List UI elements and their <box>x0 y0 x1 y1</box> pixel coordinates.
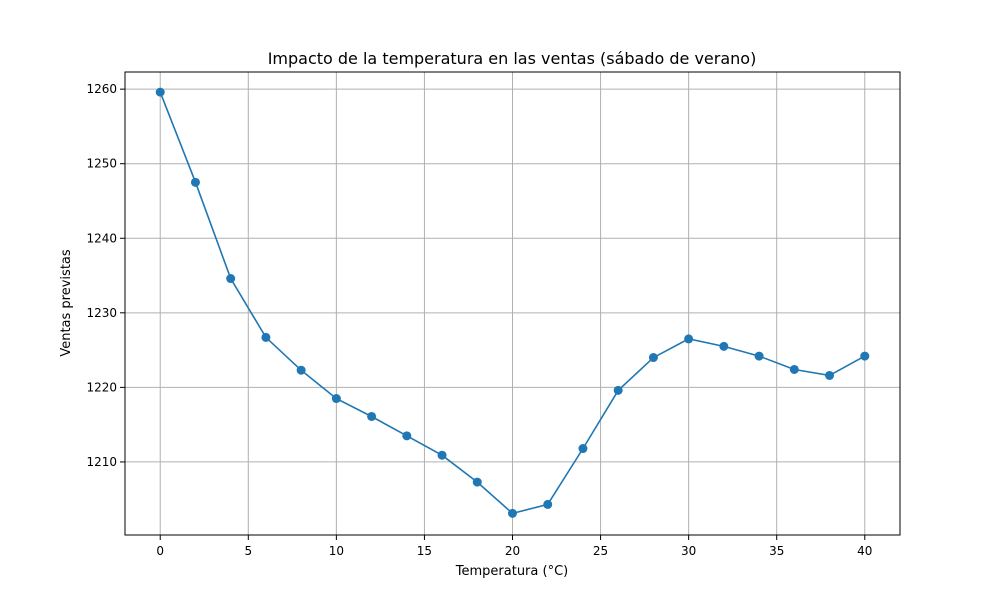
chart-title: Impacto de la temperatura en las ventas … <box>268 49 757 68</box>
y-axis-label: Ventas previstas <box>59 249 74 357</box>
data-point <box>578 444 588 454</box>
data-point <box>754 351 764 361</box>
y-tick-label: 1250 <box>86 157 117 171</box>
x-tick-label: 0 <box>156 544 164 558</box>
y-axis-ticks: 1210 1220 1230 1240 1250 1260 <box>86 82 125 469</box>
x-tick-label: 35 <box>769 544 784 558</box>
x-tick-label: 10 <box>329 544 344 558</box>
x-tick-label: 25 <box>593 544 608 558</box>
data-point <box>402 431 412 441</box>
data-point <box>472 477 482 487</box>
data-point <box>508 508 517 518</box>
data-series <box>155 87 870 518</box>
data-point <box>825 370 835 380</box>
data-point <box>367 411 377 421</box>
data-point <box>648 353 658 363</box>
data-point <box>684 334 694 344</box>
y-tick-label: 1220 <box>86 380 117 394</box>
x-tick-label: 30 <box>681 544 696 558</box>
x-tick-label: 20 <box>505 544 520 558</box>
y-tick-label: 1240 <box>86 231 117 245</box>
data-point <box>226 274 236 284</box>
data-point <box>789 364 799 374</box>
y-tick-label: 1230 <box>86 306 117 320</box>
x-axis-ticks: 0 5 10 15 20 25 30 35 40 <box>156 535 872 558</box>
data-point <box>261 332 271 342</box>
data-point <box>543 499 553 509</box>
y-tick-label: 1210 <box>86 455 117 469</box>
data-point <box>190 177 200 187</box>
data-point <box>331 394 341 404</box>
x-tick-label: 40 <box>857 544 872 558</box>
x-axis-label: Temperatura (°C) <box>455 564 568 579</box>
data-point <box>860 351 870 361</box>
data-point <box>155 87 165 97</box>
x-tick-label: 5 <box>244 544 252 558</box>
data-point <box>437 450 447 460</box>
data-point <box>296 365 306 375</box>
y-tick-label: 1260 <box>86 82 117 96</box>
data-point <box>719 341 729 351</box>
data-point <box>613 385 623 395</box>
grid-lines <box>125 72 900 535</box>
x-tick-label: 15 <box>417 544 432 558</box>
